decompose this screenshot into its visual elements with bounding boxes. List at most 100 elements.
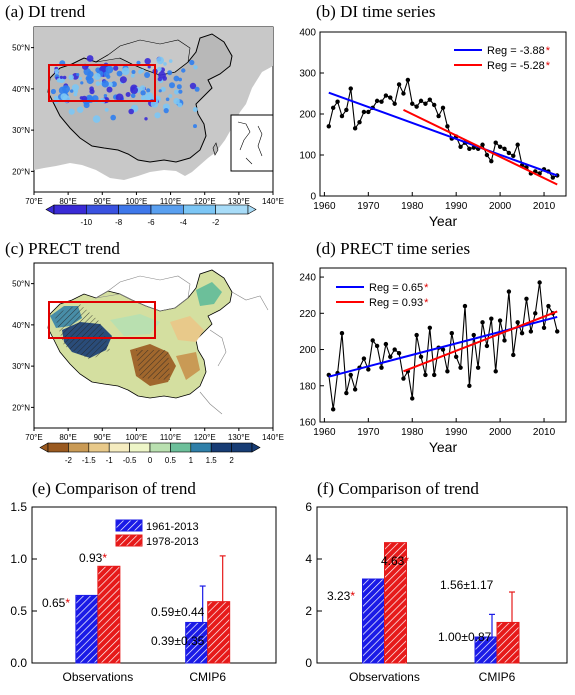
station-point xyxy=(163,62,167,66)
station-point xyxy=(163,108,169,114)
station-point xyxy=(138,69,143,74)
data-point xyxy=(458,144,463,149)
bar-value-label: 0.39±0.35 xyxy=(151,634,205,648)
lon-tick-label: 100°E xyxy=(125,197,147,206)
station-point xyxy=(154,112,161,119)
y-tick-label: 4 xyxy=(305,552,312,566)
panel-b: (b) DI time series 1960 1970 1980 1990 2000 2… xyxy=(299,2,567,229)
colorbar-c-arrow-left xyxy=(39,442,49,453)
map-c-lon-ticks: 70°E 80°E 90°E 100°E 110°E 120°E 130°E 140°E xyxy=(25,428,284,442)
bar-value-star: * xyxy=(102,551,107,565)
colorbar-c-label: 0.5 xyxy=(165,456,177,465)
data-point xyxy=(361,109,367,115)
legend-swatch xyxy=(115,519,143,532)
colorbar-c-cell xyxy=(170,442,192,453)
map-c: 50°N 40°N 30°N 20°N 70°E 80°E 90°E 100°E 110°E 1… xyxy=(12,262,284,442)
station-point xyxy=(144,72,151,78)
data-point xyxy=(497,144,503,149)
bar xyxy=(207,601,231,664)
data-point xyxy=(330,407,336,412)
colorbar-c-cell xyxy=(231,442,253,453)
taiwan-a xyxy=(212,142,219,156)
colorbar-c-label: -1.5 xyxy=(82,456,96,465)
x-tick-label: 2000 xyxy=(489,427,512,438)
station-point xyxy=(165,97,170,102)
x-axis-label: Year xyxy=(429,439,458,455)
data-point xyxy=(440,347,446,352)
data-point xyxy=(374,98,380,104)
station-point xyxy=(178,77,183,82)
station-point xyxy=(157,66,162,72)
panel-c-title: (c) PRECT trend xyxy=(5,239,120,258)
station-point xyxy=(140,95,147,101)
lon-tick-label: 120°E xyxy=(194,433,216,442)
x-tick-label: 1960 xyxy=(313,427,336,438)
map-a: 50°N 40°N 30°N 20°N 70°E 80°E 90°E 100°E 110°E 1… xyxy=(12,26,284,206)
colorbar-c-label: -2 xyxy=(65,456,73,465)
colorbar-c-label: 2 xyxy=(229,456,234,465)
data-point xyxy=(348,372,353,378)
x-axis-label: Year xyxy=(429,213,458,229)
data-point xyxy=(348,86,353,91)
data-point xyxy=(506,150,512,156)
station-point xyxy=(193,65,198,70)
station-point xyxy=(194,86,200,92)
station-point xyxy=(104,108,109,112)
data-point xyxy=(418,354,424,359)
station-point xyxy=(50,88,57,95)
station-point xyxy=(70,89,74,93)
station-point xyxy=(173,75,180,82)
data-point xyxy=(383,341,389,347)
station-point xyxy=(144,117,148,121)
station-point xyxy=(105,65,114,74)
station-point xyxy=(162,76,168,81)
data-point xyxy=(555,329,560,334)
trend-line xyxy=(328,91,558,177)
colorbar-a-arrow-left xyxy=(45,204,55,215)
bar-value-label: 1.00±0.87 xyxy=(438,630,492,644)
x-tick-label: 1970 xyxy=(357,427,380,438)
station-point xyxy=(68,74,74,81)
station-point xyxy=(140,90,146,96)
y-tick-label: 0.0 xyxy=(10,656,27,670)
colorbar-c-arrow-right xyxy=(251,442,261,453)
colorbar-c-cell xyxy=(129,442,151,453)
data-point xyxy=(493,369,498,374)
x-tick-label: 1990 xyxy=(445,427,468,438)
x-tick-label: 2010 xyxy=(533,427,556,438)
station-point xyxy=(78,76,83,81)
data-point xyxy=(388,95,393,100)
colorbar-a-label: -10 xyxy=(81,218,93,227)
data-point xyxy=(361,356,367,361)
station-point xyxy=(168,59,173,63)
colorbar-c-label: 1 xyxy=(189,456,194,465)
colorbar-a-label: -2 xyxy=(212,218,220,227)
data-point xyxy=(396,82,402,87)
station-point xyxy=(147,65,151,69)
data-point xyxy=(524,296,529,301)
colorbar-a-cell xyxy=(53,204,87,215)
data-point xyxy=(515,320,520,325)
data-point xyxy=(339,331,345,336)
colorbar-c-cell xyxy=(149,442,171,453)
data-point xyxy=(449,331,454,336)
station-point xyxy=(181,68,186,73)
data-point xyxy=(445,124,450,129)
category-label: Observations xyxy=(63,670,134,684)
legend-label: Reg = -3.88 xyxy=(487,45,545,57)
lon-tick-label: 100°E xyxy=(125,433,147,442)
station-point xyxy=(176,84,182,90)
data-point xyxy=(471,332,476,338)
dry-anomaly-east-c xyxy=(170,316,204,342)
scs-inset-islands-a xyxy=(237,121,263,165)
data-point xyxy=(493,140,498,145)
wet-anomaly-ne-c xyxy=(196,282,222,306)
colorbar-a-cell xyxy=(215,204,249,215)
panel-c: (c) PRECT trend 50°N 40°N 30°N 20°N 70°E 80°… xyxy=(5,239,284,465)
station-point xyxy=(77,106,84,113)
station-point xyxy=(89,86,94,91)
data-point xyxy=(502,146,507,152)
data-point xyxy=(537,280,542,285)
data-point xyxy=(427,97,433,102)
